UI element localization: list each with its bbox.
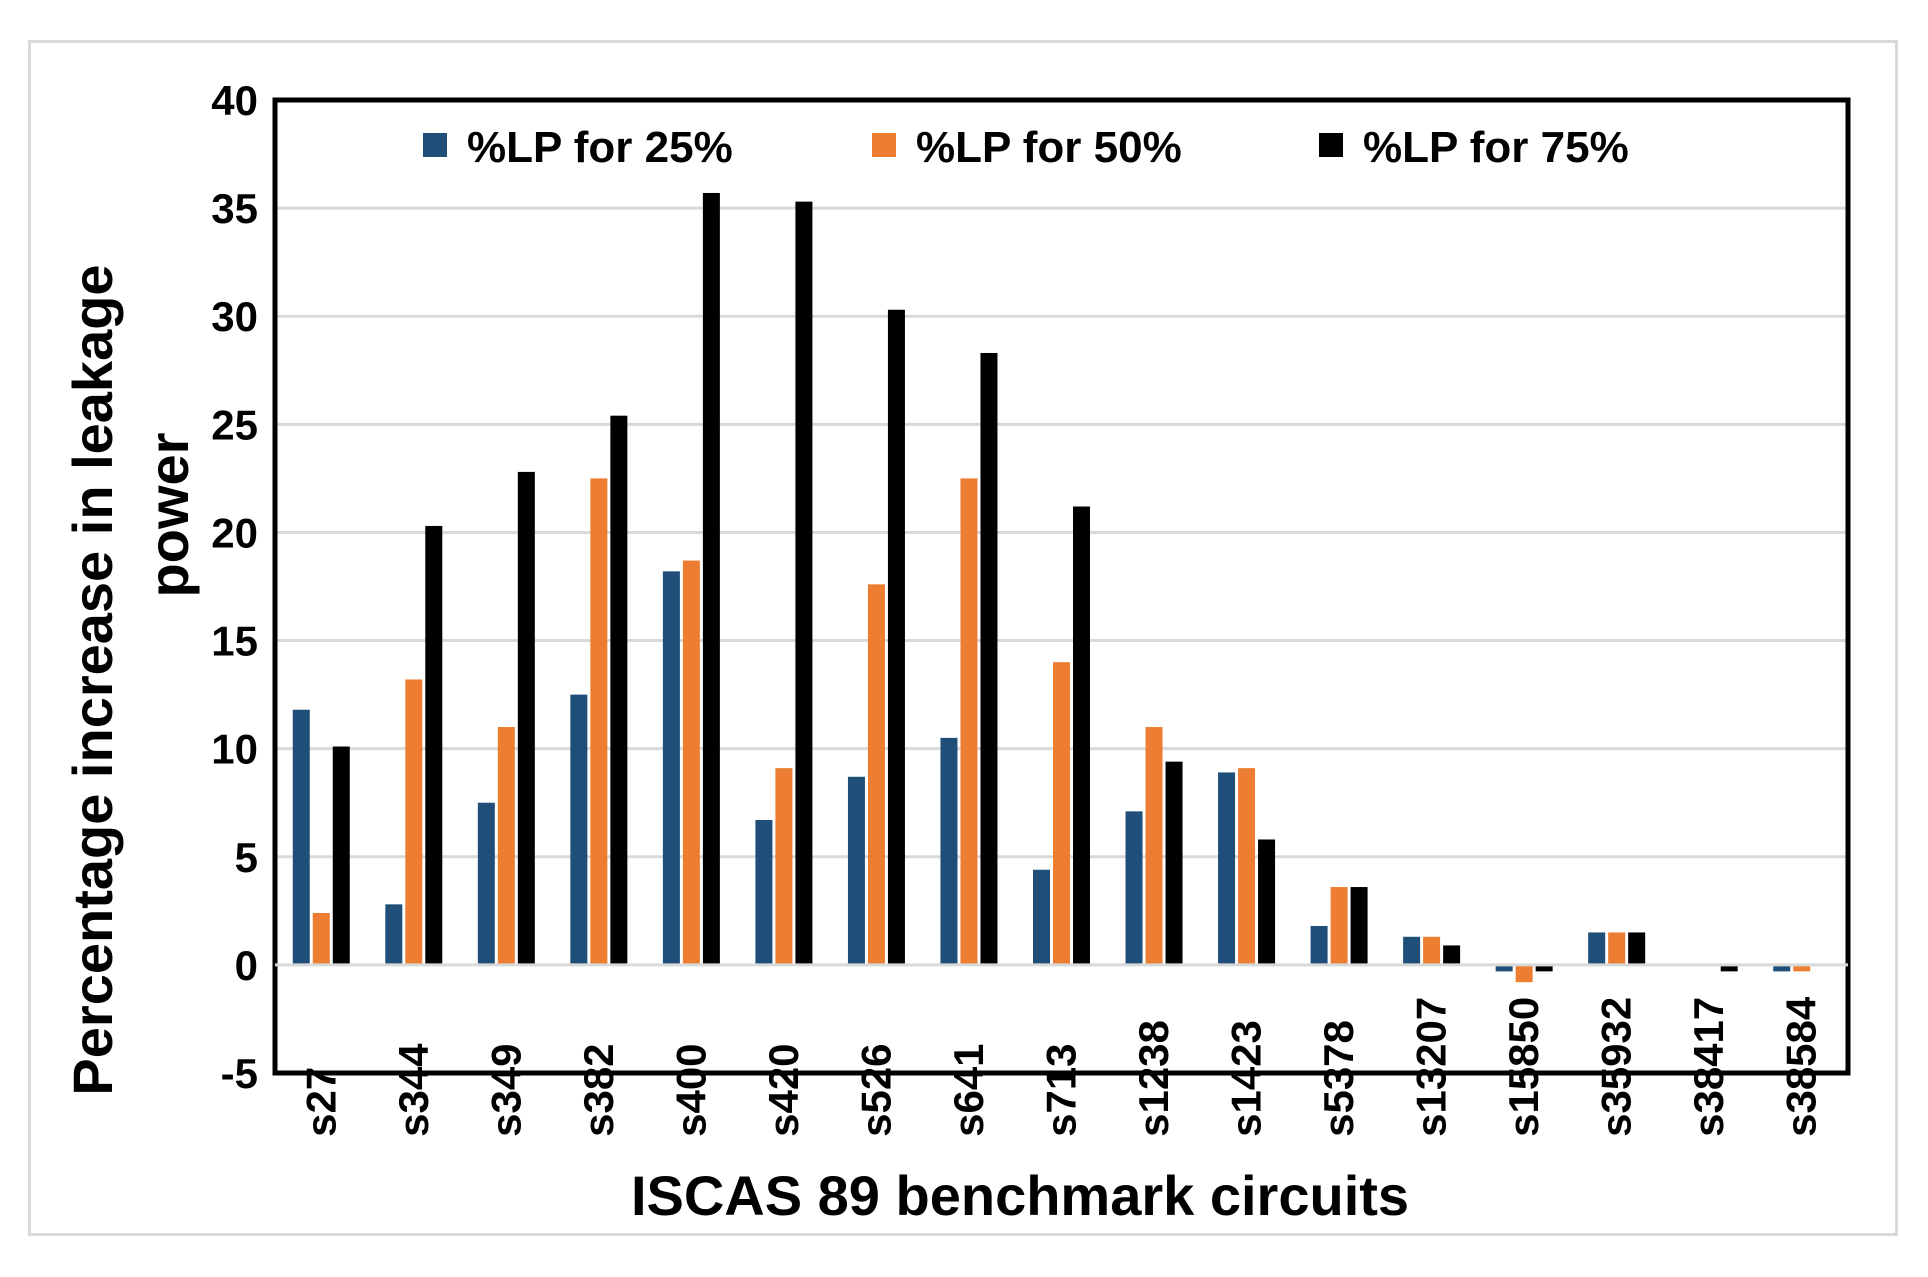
y-axis-title-line: power	[137, 433, 200, 598]
bar-s38584-series-1	[1773, 964, 1791, 972]
x-category-label: s5378	[1315, 1020, 1362, 1137]
bar-s713-series-2	[1053, 662, 1070, 965]
x-category-label: s13207	[1408, 997, 1455, 1137]
x-category-label: s27	[297, 1067, 344, 1137]
x-category-label: s38584	[1778, 996, 1825, 1137]
bar-s15850-series-1	[1495, 964, 1513, 972]
y-tick-label: 35	[211, 185, 258, 232]
y-axis-ticks: -5 0 5 10 15 20 25 30 35 40	[211, 77, 258, 1097]
bar-s349-series-3	[517, 471, 535, 965]
y-tick-label: 5	[235, 834, 258, 881]
bar-s713-series-1	[1033, 869, 1050, 965]
bar-s382-series-2	[590, 478, 608, 965]
x-category-label: s15850	[1500, 997, 1547, 1137]
x-category-label: s35932	[1593, 997, 1640, 1137]
x-category-label: s382	[575, 1043, 622, 1136]
y-axis-title: Percentage increase in leakage power	[61, 264, 200, 1095]
bar-s641-series-1	[940, 737, 958, 965]
bar-s13207-series-3	[1443, 945, 1461, 965]
y-tick-label: 20	[211, 509, 258, 556]
bar-s400-series-3	[702, 192, 720, 965]
bar-series-group	[292, 192, 1811, 983]
legend: %LP for 25% %LP for 50% %LP for 75%	[423, 123, 1629, 172]
bar-s27-series-1	[292, 709, 310, 965]
bar-s344-series-3	[425, 525, 443, 965]
bar-s1238-series-2	[1145, 727, 1163, 965]
bar-s349-series-1	[477, 802, 495, 965]
bar-s641-series-2	[960, 478, 978, 965]
bar-s641-series-3	[980, 352, 998, 965]
bar-s1423-series-2	[1238, 768, 1256, 965]
gridlines	[275, 206, 1848, 859]
legend-swatch	[423, 133, 447, 157]
bar-s420-series-2	[775, 768, 793, 965]
bar-s713-series-3	[1073, 506, 1090, 965]
bar-s5378-series-2	[1330, 887, 1348, 965]
legend-swatch	[872, 133, 896, 157]
y-tick-label: 15	[211, 618, 258, 665]
bar-s35932-series-1	[1588, 932, 1606, 965]
y-tick-label: 30	[211, 293, 258, 340]
x-category-label: s349	[482, 1043, 529, 1136]
bar-s38417-series-3	[1720, 964, 1738, 972]
y-tick-label: 40	[211, 77, 258, 124]
x-category-label: s420	[760, 1043, 807, 1136]
x-category-label: s1423	[1223, 1020, 1270, 1137]
x-category-label: s400	[667, 1043, 714, 1136]
y-tick-label: -5	[221, 1050, 258, 1097]
bar-s1423-series-1	[1218, 772, 1236, 965]
bar-s1238-series-3	[1165, 761, 1183, 965]
bar-s400-series-1	[662, 571, 680, 965]
bar-s1238-series-1	[1125, 811, 1143, 965]
y-axis-title-line: Percentage increase in leakage	[61, 264, 124, 1095]
x-category-label: s38417	[1685, 997, 1732, 1137]
bar-s349-series-2	[497, 727, 515, 965]
bar-s38584-series-2	[1793, 964, 1811, 972]
bar-s526-series-3	[887, 309, 905, 965]
x-category-label: s713	[1038, 1043, 1085, 1136]
y-tick-label: 25	[211, 401, 258, 448]
bar-s1423-series-3	[1258, 839, 1276, 965]
y-tick-label: 10	[211, 726, 258, 773]
bar-s400-series-2	[682, 560, 700, 965]
bar-s382-series-3	[610, 415, 628, 965]
x-category-label: s1238	[1130, 1020, 1177, 1137]
x-axis-category-labels: s27 s344 s349 s382 s400 s420 s526 s641 s713 s1238…	[297, 996, 1824, 1137]
bar-s420-series-3	[795, 201, 813, 965]
bar-s15850-series-2	[1515, 964, 1533, 983]
x-category-label: s344	[390, 1043, 437, 1137]
bar-s420-series-1	[755, 820, 773, 965]
legend-label: %LP for 25%	[467, 123, 733, 172]
bar-s344-series-1	[385, 904, 403, 965]
x-category-label: s641	[945, 1043, 992, 1136]
legend-label: %LP for 75%	[1363, 123, 1629, 172]
bar-s13207-series-2	[1423, 936, 1441, 965]
plot-border	[272, 97, 1851, 1076]
bar-s13207-series-1	[1403, 936, 1421, 965]
bar-s15850-series-3	[1535, 964, 1553, 972]
legend-label: %LP for 50%	[916, 123, 1182, 172]
bar-s382-series-1	[570, 694, 588, 965]
x-axis-title: ISCAS 89 benchmark circuits	[631, 1164, 1409, 1227]
bar-s27-series-3	[332, 746, 350, 965]
bar-s5378-series-3	[1350, 887, 1368, 965]
bar-s5378-series-1	[1310, 925, 1328, 965]
y-tick-label: 0	[235, 942, 258, 989]
bar-s27-series-2	[312, 912, 330, 965]
bar-s526-series-1	[847, 776, 865, 965]
bar-s344-series-2	[405, 679, 423, 965]
bar-s35932-series-3	[1628, 932, 1646, 965]
bar-s526-series-2	[867, 584, 885, 965]
x-category-label: s526	[852, 1043, 899, 1136]
bar-s35932-series-2	[1608, 932, 1626, 965]
legend-swatch	[1319, 133, 1343, 157]
